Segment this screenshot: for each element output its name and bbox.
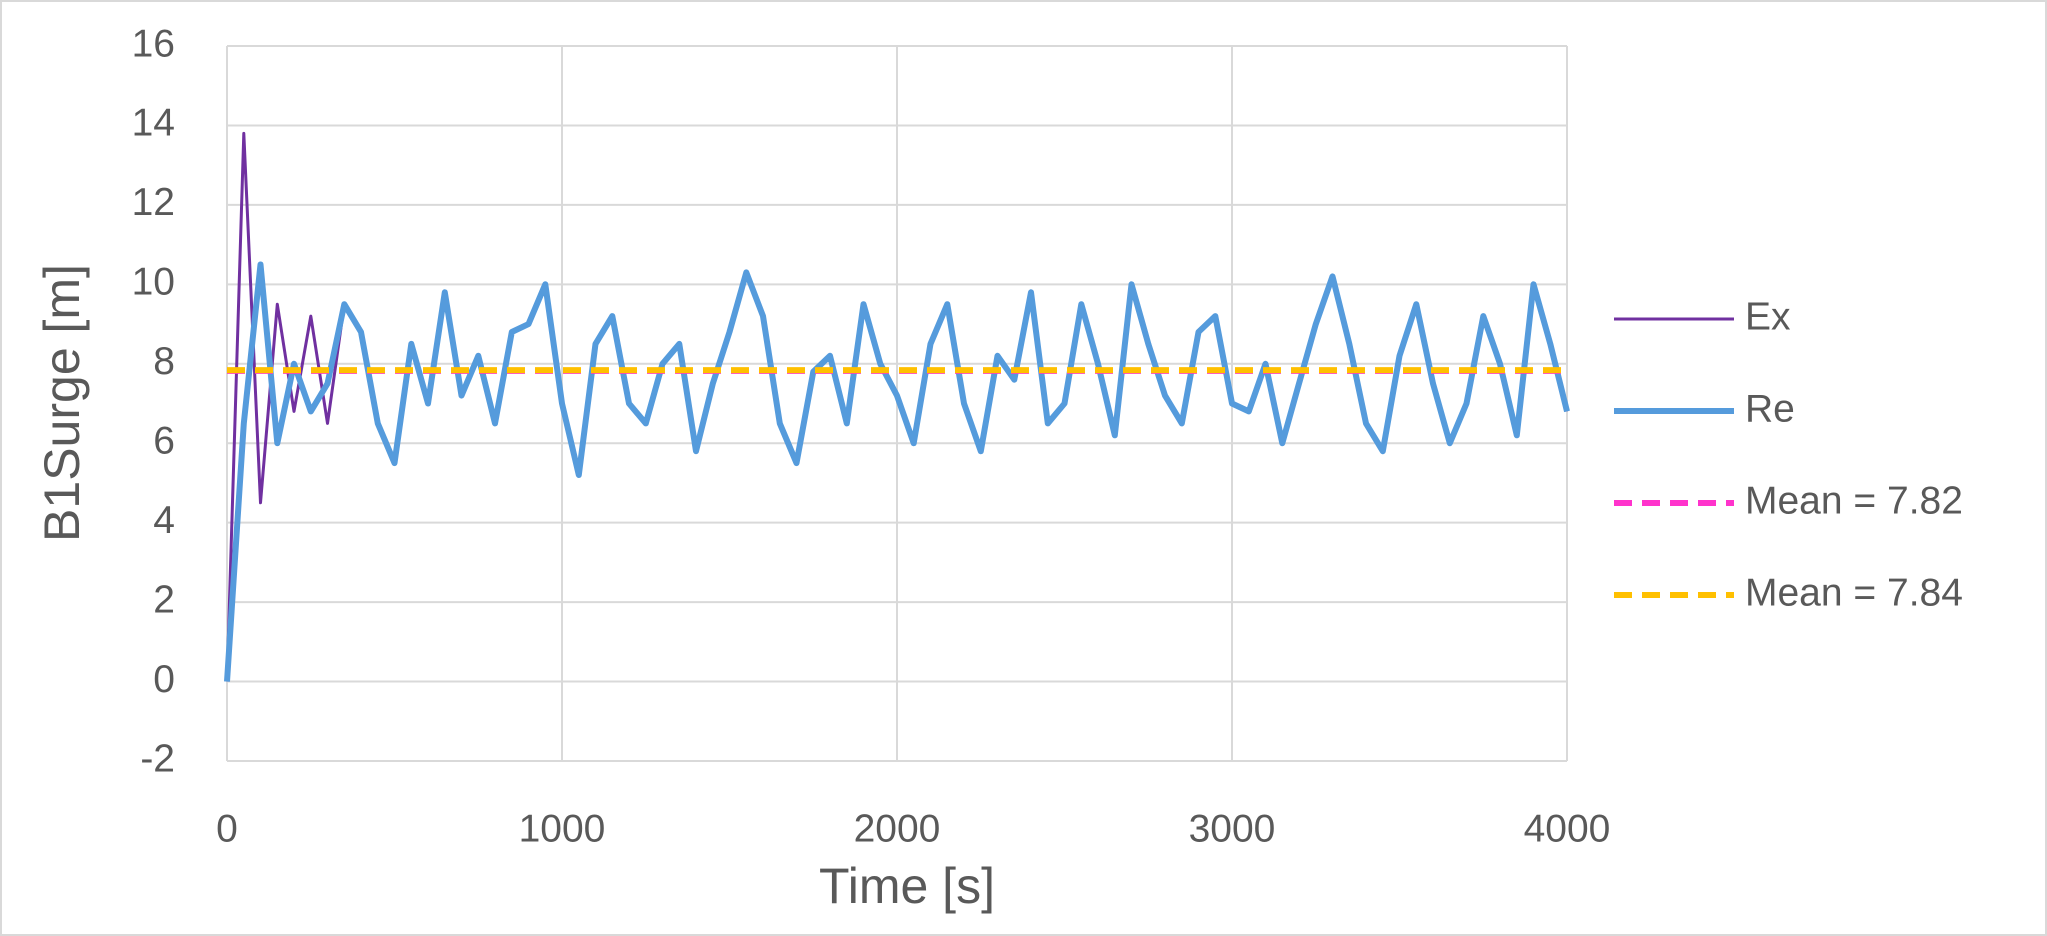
y-tick-label: 2 (153, 578, 175, 621)
x-tick-label: 1000 (519, 807, 606, 850)
x-tick-label: 3000 (1189, 807, 1276, 850)
y-tick-label: 10 (132, 261, 175, 304)
legend-label: Ex (1745, 295, 1791, 338)
legend-label: Mean = 7.82 (1745, 479, 1963, 522)
y-tick-label: 0 (153, 658, 175, 701)
x-tick-label: 4000 (1524, 807, 1611, 850)
y-tick-label: -2 (140, 737, 175, 780)
y-tick-label: 8 (153, 340, 175, 383)
x-axis-title: Time [s] (819, 858, 995, 914)
series-line (224, 261, 1570, 682)
y-axis-title: B1Surge [m] (34, 264, 90, 542)
y-tick-label: 4 (153, 499, 175, 542)
x-tick-label: 0 (216, 807, 238, 850)
x-tick-label: 2000 (854, 807, 941, 850)
legend-label: Re (1745, 387, 1795, 430)
y-tick-label: 12 (132, 181, 175, 224)
y-tick-label: 16 (132, 22, 175, 65)
legend-label: Mean = 7.84 (1745, 571, 1963, 614)
y-tick-label: 6 (153, 420, 175, 463)
y-tick-label: 14 (132, 102, 175, 145)
